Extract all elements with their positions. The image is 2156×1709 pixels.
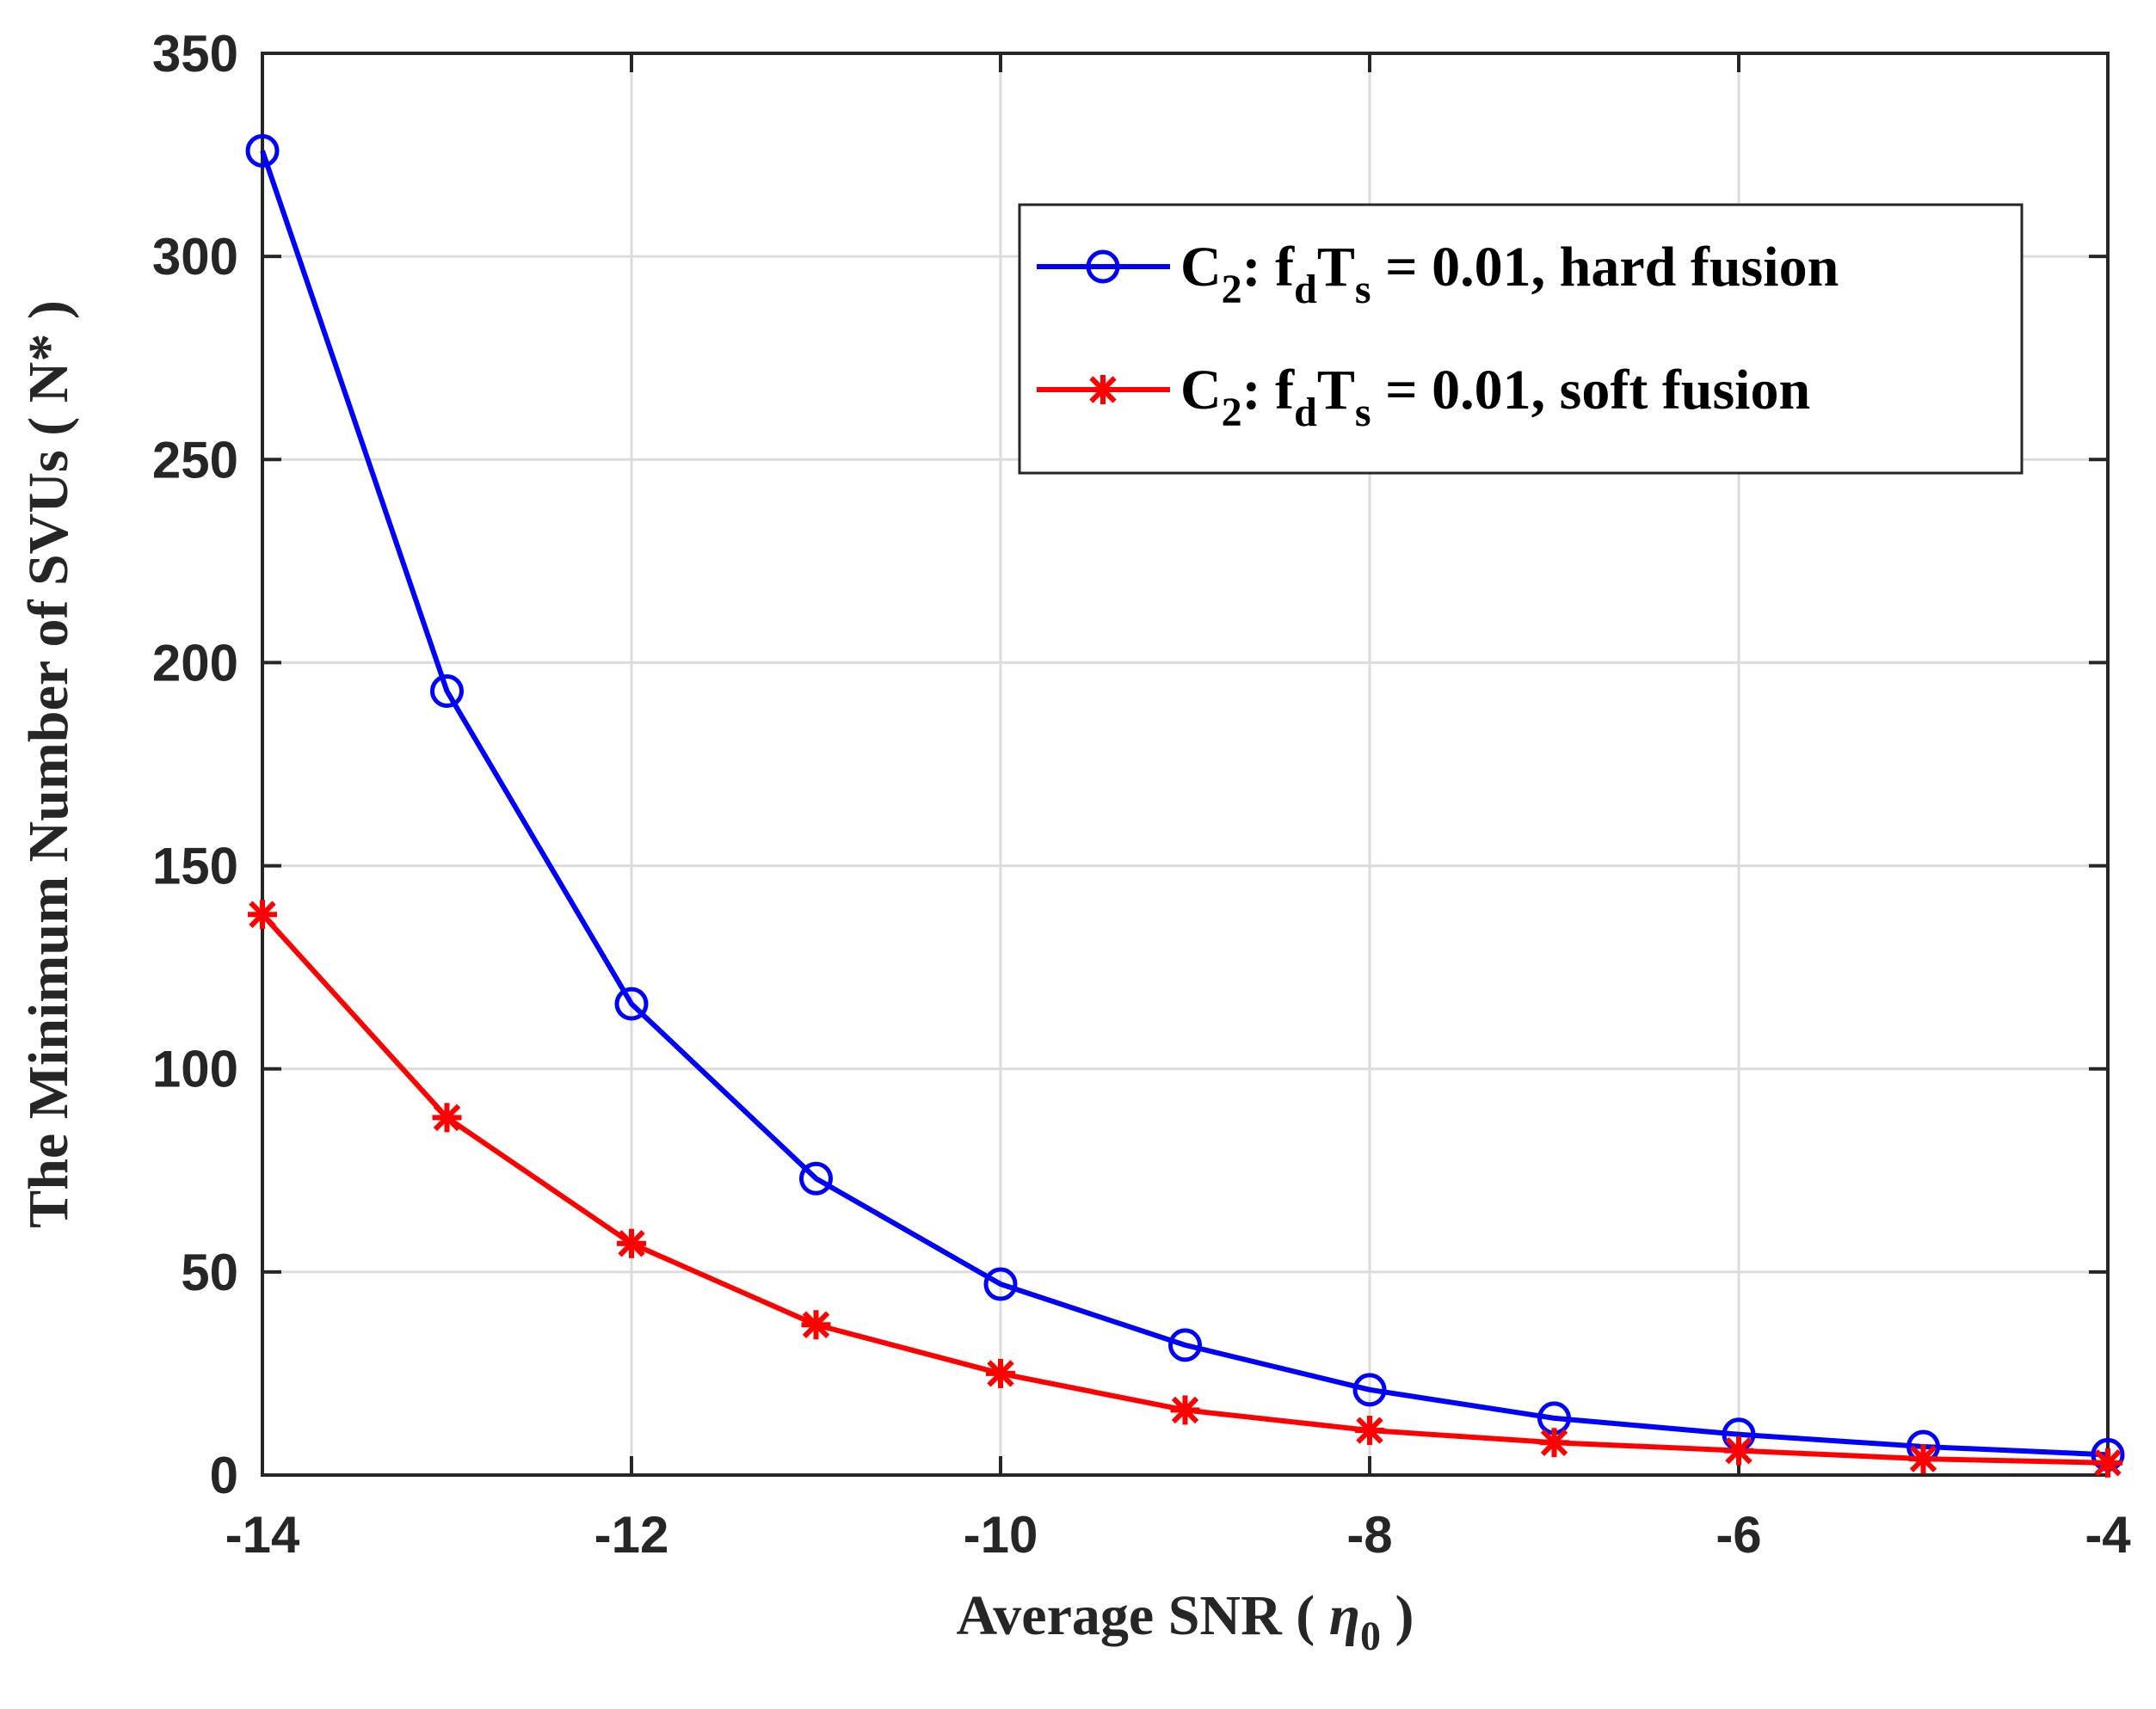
data-point-asterisk <box>617 1228 646 1258</box>
legend-f-sub: d <box>1294 267 1317 312</box>
y-tick-label: 350 <box>152 25 238 83</box>
legend-sep: : f <box>1242 359 1295 421</box>
data-point-asterisk <box>1170 1395 1200 1425</box>
series-line-0 <box>260 150 2109 1458</box>
x-tick-label: -8 <box>1346 1506 1392 1564</box>
data-point-asterisk <box>986 1358 1015 1388</box>
x-tick-label: -14 <box>225 1506 300 1564</box>
y-tick-label: 300 <box>152 228 238 286</box>
y-axis-label: The Minimum Number of SVUs ( N* ) <box>17 300 80 1228</box>
y-tick-label: 0 <box>210 1447 238 1504</box>
legend-label-soft-fusion: C2: fdTs = 0.01, soft fusion <box>1180 359 1810 435</box>
data-point-asterisk <box>2093 1448 2122 1478</box>
legend-c: C <box>1180 359 1222 421</box>
data-point-circle <box>799 1161 833 1196</box>
axis-ticks: -14 -12 -10 -8 -6 -4 0 50 100 150 200 250 300 350 <box>152 25 2131 1564</box>
x-axis-label: Average SNR ( η0 ) <box>957 1584 1414 1659</box>
legend-t: T <box>1317 359 1355 421</box>
legend-f-sub: d <box>1294 390 1317 435</box>
x-tick-label: -6 <box>1716 1506 1761 1564</box>
legend-rest: = 0.01, hard fusion <box>1371 236 1839 298</box>
legend-rest: = 0.01, soft fusion <box>1371 359 1811 421</box>
x-axis-label-subscript: 0 <box>1360 1614 1381 1659</box>
data-point-asterisk <box>1539 1428 1569 1458</box>
x-axis-label-text: Average SNR ( <box>957 1584 1329 1647</box>
data-point-circle <box>1168 1328 1202 1362</box>
y-tick-label: 50 <box>181 1244 238 1301</box>
data-point-asterisk <box>1355 1416 1384 1446</box>
data-point-asterisk <box>248 900 277 930</box>
y-tick-label: 250 <box>152 431 238 489</box>
data-point-circle <box>245 133 280 168</box>
data-point-circle <box>430 673 464 708</box>
legend-c: C <box>1180 236 1222 298</box>
legend-t-sub: s <box>1355 390 1371 435</box>
data-point-asterisk <box>1724 1435 1753 1466</box>
data-point-circle <box>983 1267 1018 1301</box>
data-point-asterisk <box>1908 1444 1938 1474</box>
legend-entry-hard-fusion: C2: fdTs = 0.01, hard fusion <box>1037 236 1839 312</box>
legend: C2: fdTs = 0.01, hard fusion C2: fdTs = … <box>1018 203 2024 475</box>
legend-box <box>1018 203 2024 475</box>
series-group <box>245 133 2125 1478</box>
x-axis-label-close: ) <box>1381 1584 1414 1647</box>
data-point-asterisk <box>801 1310 831 1340</box>
legend-entry-soft-fusion: C2: fdTs = 0.01, soft fusion <box>1037 359 1810 435</box>
legend-label-hard-fusion: C2: fdTs = 0.01, hard fusion <box>1180 236 1839 312</box>
legend-asterisk <box>1088 375 1118 404</box>
legend-t-sub: s <box>1355 267 1371 312</box>
legend-sep: : f <box>1242 236 1295 298</box>
plot-area-frame <box>261 52 2110 1477</box>
data-point-circle <box>1352 1373 1387 1407</box>
data-point-circle <box>614 987 649 1021</box>
y-tick-label: 150 <box>152 838 238 895</box>
legend-t: T <box>1317 236 1355 298</box>
x-axis-label-symbol: η <box>1329 1584 1360 1647</box>
x-tick-label: -4 <box>2085 1506 2131 1564</box>
x-tick-label: -12 <box>594 1506 669 1564</box>
y-tick-label: 200 <box>152 634 238 692</box>
legend-c-sub: 2 <box>1222 390 1242 435</box>
legend-marker-asterisk <box>1088 375 1118 404</box>
legend-c-sub: 2 <box>1222 267 1242 312</box>
y-tick-label: 100 <box>152 1041 238 1098</box>
x-tick-label: -10 <box>964 1506 1038 1564</box>
legend-marker-circle <box>1086 249 1120 284</box>
data-point-asterisk <box>432 1103 462 1133</box>
